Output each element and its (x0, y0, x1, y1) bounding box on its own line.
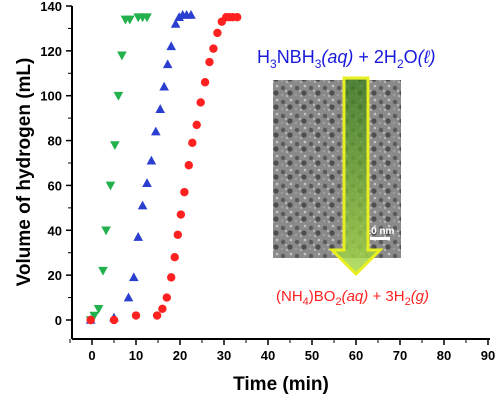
eq-bot-sub1: 4 (303, 296, 309, 308)
data-point (184, 161, 193, 170)
eq-top-nbh: NBH (277, 47, 315, 67)
x-tick-label: 70 (393, 348, 407, 363)
data-point (186, 9, 196, 19)
data-point (162, 59, 173, 69)
x-axis-title: Time (min) (233, 374, 329, 395)
data-point (125, 15, 135, 25)
eq-top-sub1: 3 (270, 57, 277, 71)
y-tick-label: 20 (48, 268, 62, 283)
eq-bot-aq: (aq) (342, 288, 369, 305)
data-point (155, 104, 165, 113)
x-tick-label: 60 (349, 348, 363, 363)
data-point (142, 178, 152, 187)
eq-top-h: H (257, 47, 270, 67)
x-tick-label: 50 (305, 348, 319, 363)
data-point (131, 311, 141, 320)
data-point (98, 266, 108, 276)
data-point (173, 230, 182, 239)
reaction-reactants: H3NBH3(aq) + 2H2O(ℓ) (257, 47, 435, 71)
x-tick-label: 90 (481, 348, 495, 363)
data-point (89, 311, 99, 321)
data-point (151, 126, 161, 136)
data-points (85, 9, 242, 325)
data-point (133, 232, 143, 241)
data-point (105, 181, 116, 191)
data-point (167, 273, 176, 282)
data-point (110, 141, 120, 151)
eq-bot-bo: )BO (309, 288, 336, 305)
y-tick-label: 140 (40, 0, 62, 14)
y-tick-label: 40 (48, 223, 62, 238)
scale-bar (370, 237, 390, 240)
eq-bot-sub2: 2 (335, 296, 341, 308)
x-ticks: 0 10 20 30 40 50 60 70 80 90 (69, 339, 495, 363)
data-point (137, 200, 148, 210)
reaction-products: (NH4)BO2(aq) + 3H2(g) (276, 288, 429, 308)
data-point (188, 138, 197, 148)
data-point (170, 18, 181, 28)
y-tick-label: 120 (40, 44, 62, 59)
series-triangle-down (85, 13, 152, 325)
data-point (159, 81, 169, 91)
data-point (205, 57, 214, 67)
y-tick-label: 100 (40, 89, 62, 104)
eq-top-aq: (aq) (321, 47, 353, 67)
data-point (123, 292, 134, 302)
data-point (200, 78, 210, 87)
series-circle (86, 13, 242, 325)
tem-image (273, 80, 401, 258)
data-point (176, 210, 186, 219)
data-point (158, 304, 167, 313)
data-point (192, 120, 201, 130)
eq-bot-g: (g) (411, 288, 429, 305)
data-point (109, 315, 119, 325)
data-point (113, 91, 124, 101)
eq-bot-plus: + 3H (368, 288, 404, 305)
x-tick-label: 20 (173, 348, 187, 363)
eq-top-sub3: 2 (397, 57, 404, 71)
data-point (213, 28, 222, 38)
reaction-arrow (328, 76, 384, 277)
data-point (196, 98, 205, 107)
y-axis-title: Volume of hydrogen (mL) (14, 58, 35, 287)
data-point (142, 13, 152, 23)
scale-bar-label: 10 nm (366, 226, 395, 237)
axes (71, 6, 490, 340)
x-tick-label: 80 (437, 348, 451, 363)
data-point (146, 155, 157, 165)
data-point (129, 272, 139, 282)
data-point (166, 41, 176, 51)
y-tick-label: 60 (48, 178, 62, 193)
data-point (170, 253, 179, 262)
data-point (117, 51, 127, 61)
y-ticks: 0 20 40 60 80 100 120 140 (40, 0, 72, 328)
x-tick-label: 0 (88, 348, 95, 363)
data-point (86, 315, 95, 325)
data-point (93, 304, 104, 314)
data-point (180, 187, 189, 197)
eq-top-l: (ℓ) (418, 47, 436, 67)
eq-bot-sub3: 2 (405, 296, 411, 308)
data-point (162, 293, 171, 302)
data-point (233, 13, 242, 22)
data-point (101, 226, 111, 236)
x-tick-label: 30 (217, 348, 231, 363)
eq-top-plus: + 2H (353, 47, 397, 67)
data-point (209, 44, 218, 53)
x-tick-label: 40 (261, 348, 275, 363)
eq-top-sub2: 3 (315, 57, 322, 71)
data-point (152, 311, 162, 320)
eq-top-o: O (404, 47, 418, 67)
tem-inset: 10 nm (273, 76, 401, 277)
y-tick-label: 0 (55, 313, 62, 328)
eq-bot-nh: (NH (276, 288, 303, 305)
series-triangle-up (85, 9, 196, 324)
y-tick-label: 80 (48, 134, 62, 149)
x-tick-label: 10 (129, 348, 143, 363)
